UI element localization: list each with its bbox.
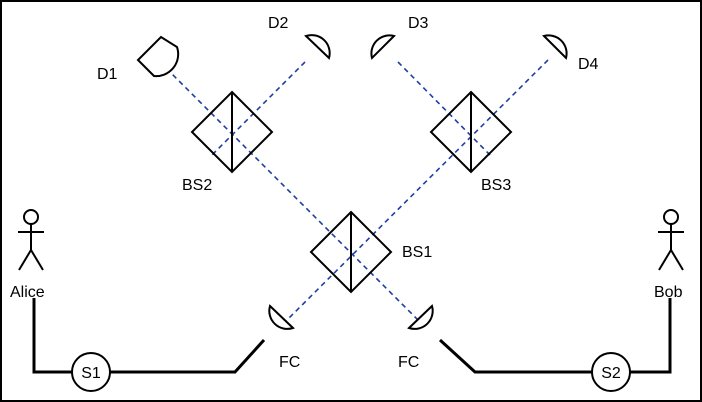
fiber-lines bbox=[32, 298, 672, 374]
detector-d3 bbox=[370, 34, 396, 60]
fiber-coupler-right bbox=[407, 304, 434, 330]
fiber-alice-to-s1 bbox=[32, 298, 72, 374]
source-s2 bbox=[591, 352, 631, 392]
label-d2: D2 bbox=[268, 15, 289, 32]
label-s2: S2 bbox=[601, 365, 621, 382]
fiber-s1-to-fc-left bbox=[110, 338, 266, 374]
detector-d2 bbox=[304, 34, 331, 60]
beam-splitter-bs2 bbox=[190, 90, 274, 174]
beam-paths bbox=[159, 59, 549, 326]
label-d1: D1 bbox=[97, 66, 118, 83]
fiber-coupler-left bbox=[268, 304, 295, 330]
label-fc-right: FC bbox=[398, 354, 419, 371]
detector-d4 bbox=[542, 34, 568, 60]
label-alice: Alice bbox=[10, 284, 45, 301]
beam-splitter-bs1 bbox=[309, 210, 393, 294]
label-bob: Bob bbox=[654, 284, 683, 301]
source-s1 bbox=[71, 352, 111, 392]
fiber-s2-to-bob bbox=[630, 298, 672, 374]
label-d4: D4 bbox=[578, 56, 599, 73]
label-fc-left: FC bbox=[279, 354, 300, 371]
fiber-fc-right-to-s2 bbox=[438, 338, 592, 374]
label-s1: S1 bbox=[81, 365, 101, 382]
beam-bs3-to-d3 bbox=[397, 61, 491, 156]
label-bs2: BS2 bbox=[182, 177, 212, 194]
beam-splitter-bs3 bbox=[429, 90, 513, 174]
label-bs3: BS3 bbox=[481, 177, 511, 194]
detector-d1 bbox=[136, 35, 180, 78]
label-d3: D3 bbox=[408, 15, 429, 32]
beam-d1-to-fc-right bbox=[159, 61, 421, 323]
beam-bs2-to-d2 bbox=[209, 61, 306, 158]
label-bs1: BS1 bbox=[402, 244, 432, 261]
bob-figure-icon bbox=[658, 209, 684, 271]
alice-figure-icon bbox=[18, 209, 44, 271]
